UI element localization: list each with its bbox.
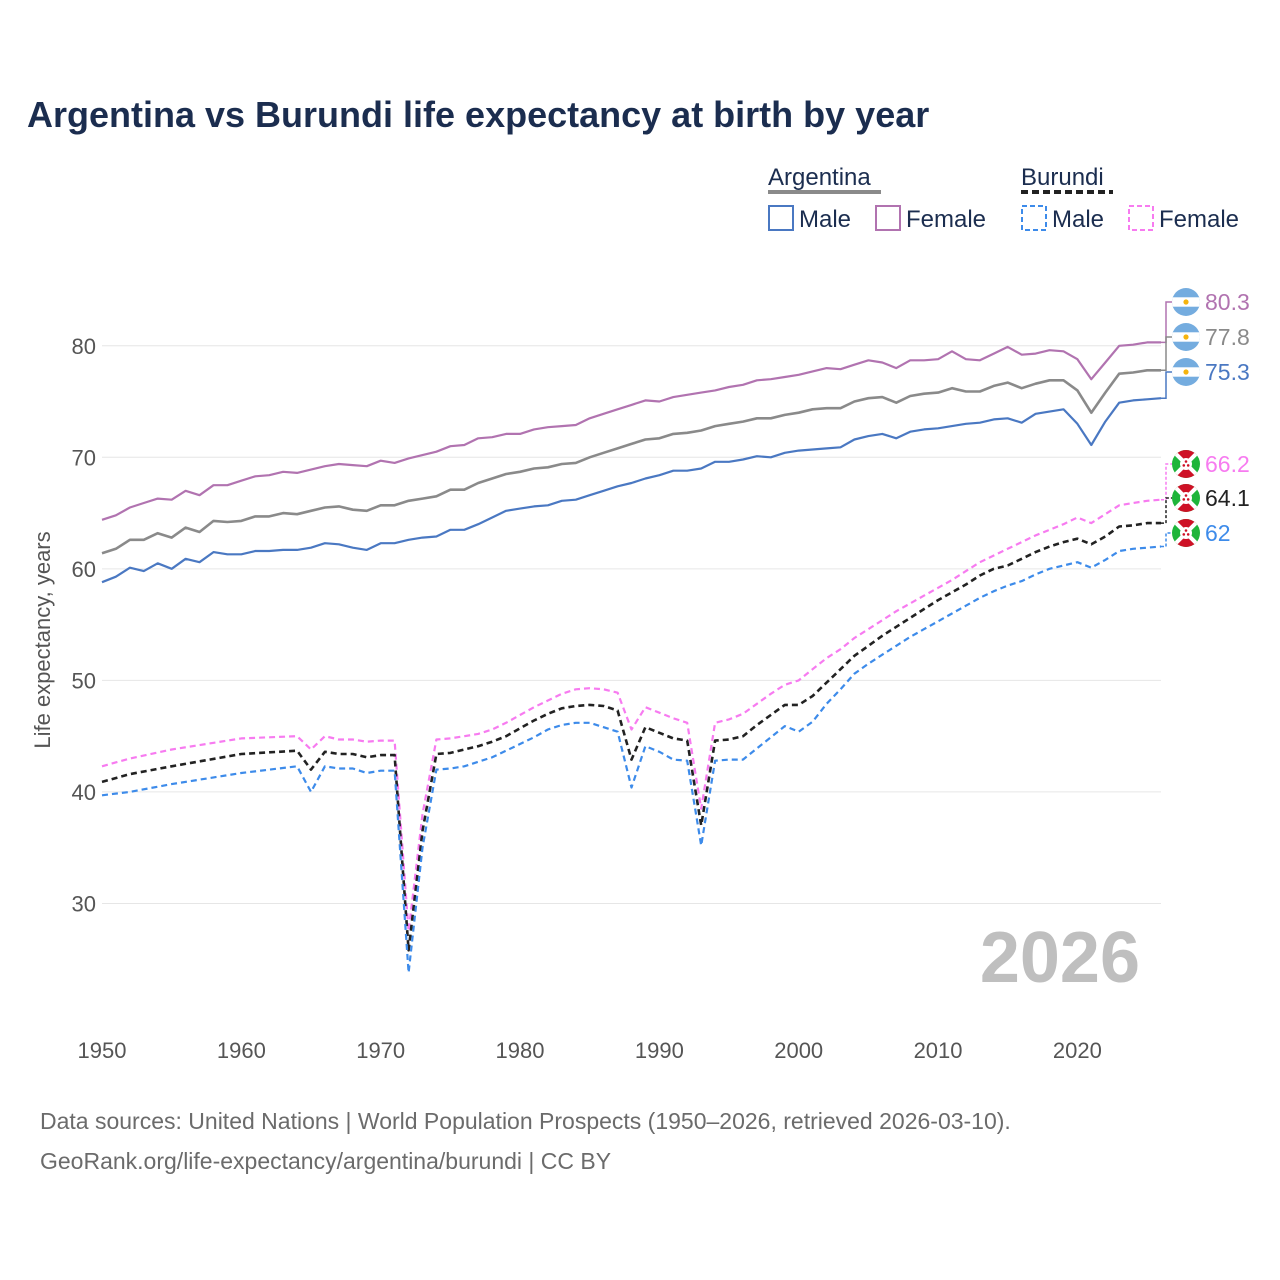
series-line-argentina-female[interactable] <box>101 341 1161 521</box>
source-line: Data sources: United Nations | World Pop… <box>40 1108 1011 1134</box>
end-connector <box>1161 532 1172 548</box>
argentina-flag-icon <box>1172 288 1200 316</box>
end-connector <box>1161 497 1172 524</box>
x-tick-label: 2020 <box>1053 1038 1102 1063</box>
end-marker-burundi-male: 62 <box>1161 519 1231 548</box>
gridlines <box>102 345 1161 904</box>
y-tick-label: 50 <box>72 668 96 693</box>
end-value-label: 75.3 <box>1205 359 1250 385</box>
legend-swatch-burundi-female <box>1128 205 1154 231</box>
legend-label-burundi-female: Female <box>1159 206 1239 233</box>
end-connector <box>1161 301 1172 344</box>
chart-title: Argentina vs Burundi life expectancy at … <box>27 94 930 135</box>
legend-title-argentina: Argentina <box>768 164 871 191</box>
y-tick-label: 80 <box>72 334 96 359</box>
end-marker-argentina-total: 77.8 <box>1161 323 1250 372</box>
series-line-argentina-total[interactable] <box>101 369 1161 555</box>
argentina-flag-icon <box>1172 358 1200 386</box>
burundi-flag-icon <box>1172 484 1200 512</box>
y-axis-title: Life expectancy, years <box>30 531 55 748</box>
year-watermark: 2026 <box>980 918 1140 998</box>
y-tick-label: 60 <box>72 557 96 582</box>
end-marker-argentina-female: 80.3 <box>1161 288 1250 344</box>
burundi-flag-icon <box>1172 450 1200 478</box>
end-value-label: 64.1 <box>1205 485 1250 511</box>
series-lines <box>101 341 1162 974</box>
end-value-label: 62 <box>1205 520 1231 546</box>
end-value-label: 66.2 <box>1205 451 1250 477</box>
x-tick-label: 1960 <box>217 1038 266 1063</box>
x-tick-label: 1980 <box>496 1038 545 1063</box>
legend-title-burundi: Burundi <box>1021 164 1104 191</box>
legend-swatch-argentina-male <box>768 205 794 231</box>
end-connector <box>1161 371 1172 399</box>
burundi-flag-icon <box>1172 519 1200 547</box>
x-tick-label: 2010 <box>914 1038 963 1063</box>
end-markers: 80.3 77.8 75.3 66.2 64.1 62 <box>1161 288 1250 548</box>
x-tick-label: 1950 <box>78 1038 127 1063</box>
legend-label-burundi-male: Male <box>1052 206 1104 233</box>
legend-label-argentina-female: Female <box>906 206 986 233</box>
y-tick-label: 70 <box>72 445 96 470</box>
series-line-burundi-total[interactable] <box>101 521 1161 952</box>
x-axis: 1950 1960 1970 1980 1990 2000 2010 2020 <box>78 1038 1102 1063</box>
end-value-label: 77.8 <box>1205 324 1250 350</box>
x-tick-label: 2000 <box>774 1038 823 1063</box>
legend-label-argentina-male: Male <box>799 206 851 233</box>
x-tick-label: 1990 <box>635 1038 684 1063</box>
legend-group-burundi[interactable]: Burundi Male Female <box>1021 164 1239 233</box>
legend-swatch-burundi-male <box>1021 205 1047 231</box>
source-link[interactable]: GeoRank.org/life-expectancy/argentina/bu… <box>40 1148 612 1174</box>
series-line-argentina-male[interactable] <box>101 397 1162 584</box>
legend[interactable]: Argentina Male Female Burundi Male Femal… <box>768 164 1239 233</box>
y-axis: 30 40 50 60 70 80 <box>72 334 96 917</box>
end-value-label: 80.3 <box>1205 289 1250 315</box>
argentina-flag-icon <box>1172 323 1200 351</box>
y-tick-label: 40 <box>72 780 96 805</box>
series-line-burundi-female[interactable] <box>101 498 1162 933</box>
y-tick-label: 30 <box>72 891 96 916</box>
x-tick-label: 1970 <box>356 1038 405 1063</box>
end-connector <box>1161 336 1172 372</box>
legend-group-argentina[interactable]: Argentina Male Female <box>768 164 986 233</box>
end-marker-burundi-total: 64.1 <box>1161 484 1250 524</box>
legend-swatch-argentina-female <box>875 205 901 231</box>
end-marker-argentina-male: 75.3 <box>1161 358 1250 399</box>
end-connector <box>1161 463 1172 501</box>
